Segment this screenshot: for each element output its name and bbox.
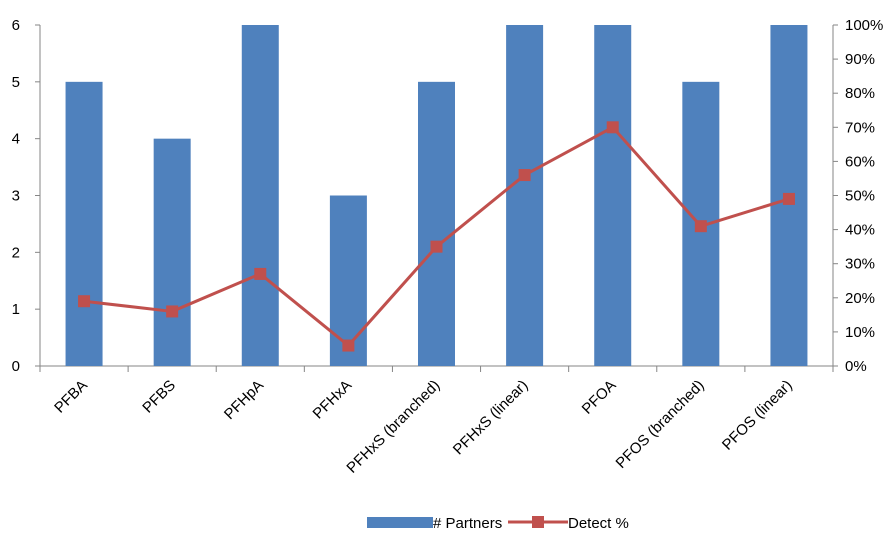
bar xyxy=(418,81,455,366)
x-tick-label: PFHxA xyxy=(310,377,356,423)
line-point xyxy=(694,220,707,233)
bar-series xyxy=(65,25,808,366)
bar xyxy=(153,138,191,366)
line-point xyxy=(782,192,795,205)
right-tick-label: 60% xyxy=(845,153,875,170)
left-tick-label: 5 xyxy=(12,74,20,91)
right-tick-label: 100% xyxy=(845,17,883,34)
legend: # Partners Detect % xyxy=(367,515,629,532)
x-tick-label: PFHpA xyxy=(221,377,267,423)
left-tick-label: 4 xyxy=(12,131,20,148)
left-tick-label: 6 xyxy=(12,17,20,34)
legend-label-detect: Detect % xyxy=(568,515,629,532)
right-tick-label: 80% xyxy=(845,85,875,102)
bar xyxy=(65,81,103,366)
x-tick-label: PFBS xyxy=(139,377,179,417)
line-point xyxy=(166,305,179,318)
right-tick-label: 70% xyxy=(845,119,875,136)
legend-label-partners: # Partners xyxy=(433,515,502,532)
bar xyxy=(329,195,367,366)
x-tick-label: PFOS (linear) xyxy=(719,377,796,454)
left-tick-label: 0 xyxy=(12,358,20,375)
x-tick-label: PFBA xyxy=(51,377,91,417)
left-tick-label: 2 xyxy=(12,244,20,261)
line-point xyxy=(430,240,443,253)
line-point xyxy=(254,267,267,280)
line-point xyxy=(518,169,531,182)
right-tick-label: 50% xyxy=(845,188,875,205)
x-tick-label: PFOS (branched) xyxy=(613,377,708,472)
line-point xyxy=(606,121,619,134)
bar xyxy=(506,25,544,366)
right-tick-label: 90% xyxy=(845,51,875,68)
left-tick-label: 3 xyxy=(12,188,20,205)
right-tick-label: 20% xyxy=(845,290,875,307)
bar xyxy=(594,25,632,366)
line-series xyxy=(78,121,795,352)
bar xyxy=(241,25,279,366)
right-tick-label: 40% xyxy=(845,222,875,239)
right-tick-label: 30% xyxy=(845,256,875,273)
left-tick-label: 1 xyxy=(12,301,20,318)
right-tick-label: 10% xyxy=(845,324,875,341)
line-point xyxy=(78,295,91,308)
right-tick-label: 0% xyxy=(845,358,867,375)
legend-swatch-partners xyxy=(367,517,433,528)
x-tick-label: PFHxS (branched) xyxy=(343,377,443,477)
legend-swatch-detect-marker xyxy=(532,516,544,528)
x-tick-label: PFOA xyxy=(579,377,620,418)
line-point xyxy=(342,339,355,352)
x-tick-label: PFHxS (linear) xyxy=(450,377,532,459)
